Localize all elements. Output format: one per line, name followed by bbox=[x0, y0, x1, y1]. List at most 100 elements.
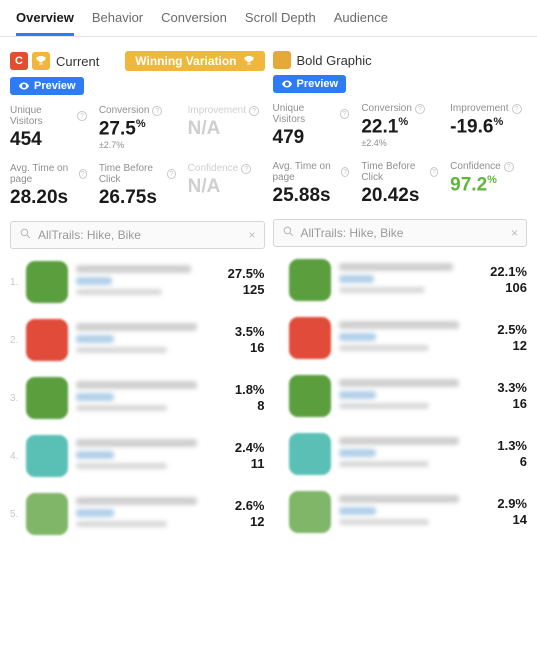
metric-1: Conversion ?22.1%±2.4% bbox=[361, 103, 438, 149]
metric-label: Improvement ? bbox=[450, 103, 527, 114]
app-stats: 2.6%12 bbox=[235, 498, 265, 529]
app-count: 11 bbox=[235, 456, 265, 472]
metric-label: Confidence ? bbox=[450, 161, 527, 172]
variation-name: Bold Graphic bbox=[297, 53, 372, 68]
metric-label: Conversion ? bbox=[361, 103, 438, 114]
tab-conversion[interactable]: Conversion bbox=[161, 10, 227, 36]
metric-value: 479 bbox=[273, 127, 350, 149]
panel-header: Bold Graphic bbox=[273, 51, 528, 69]
app-row[interactable]: 2. 3.5%16 bbox=[10, 315, 265, 365]
app-meta bbox=[76, 497, 227, 531]
app-row[interactable]: 5.2.6%12 bbox=[10, 489, 265, 539]
tab-behavior[interactable]: Behavior bbox=[92, 10, 143, 36]
row-number: 2. bbox=[10, 335, 18, 346]
search-text: AllTrails: Hike, Bike bbox=[301, 226, 404, 240]
row-number: 1. bbox=[10, 277, 18, 288]
app-stats: 27.5%125 bbox=[228, 266, 265, 297]
app-count: 6 bbox=[497, 454, 527, 470]
app-meta bbox=[76, 323, 227, 357]
app-icon bbox=[289, 491, 331, 533]
help-icon[interactable]: ? bbox=[79, 169, 87, 179]
tab-overview[interactable]: Overview bbox=[16, 10, 74, 36]
app-count: 106 bbox=[490, 280, 527, 296]
variation-panel-1: Bold Graphic Preview Unique Visitors ?479… bbox=[273, 51, 528, 539]
winning-label: Winning Variation bbox=[125, 51, 264, 71]
app-meta bbox=[76, 265, 220, 299]
search-input[interactable]: AllTrails: Hike, Bike × bbox=[273, 219, 528, 247]
app-row[interactable]: 2.5%12 bbox=[273, 313, 528, 363]
app-stats: 2.4%11 bbox=[235, 440, 265, 471]
metrics-bottom: Avg. Time on page ?25.88sTime Before Cli… bbox=[273, 161, 528, 207]
app-row[interactable]: 3. 1.8%8 bbox=[10, 373, 265, 423]
metric-value: 27.5% bbox=[99, 118, 176, 140]
app-row[interactable]: 3.3%16 bbox=[273, 371, 528, 421]
app-meta bbox=[339, 379, 490, 413]
metric-1: Time Before Click ?20.42s bbox=[361, 161, 438, 207]
help-icon[interactable]: ? bbox=[341, 167, 349, 177]
metric-label: Unique Visitors ? bbox=[273, 103, 350, 125]
help-icon[interactable]: ? bbox=[415, 104, 425, 114]
app-stats: 1.8%8 bbox=[235, 382, 265, 413]
app-meta bbox=[339, 437, 490, 471]
app-stats: 2.5%12 bbox=[497, 322, 527, 353]
app-pct: 1.8% bbox=[235, 382, 265, 398]
app-stats: 22.1%106 bbox=[490, 264, 527, 295]
app-icon bbox=[26, 319, 68, 361]
row-number: 3. bbox=[10, 393, 18, 404]
help-icon[interactable]: ? bbox=[340, 109, 350, 119]
metric-2: Confidence ?N/A bbox=[188, 163, 265, 209]
panels-container: CCurrentWinning Variation Preview Unique … bbox=[0, 37, 537, 549]
app-icon bbox=[26, 435, 68, 477]
variation-badge bbox=[273, 51, 291, 69]
metric-sub: ±2.7% bbox=[99, 140, 176, 150]
help-icon[interactable]: ? bbox=[430, 167, 439, 177]
app-icon bbox=[289, 259, 331, 301]
metric-value: 454 bbox=[10, 129, 87, 151]
help-icon[interactable]: ? bbox=[241, 164, 251, 174]
app-row[interactable]: 2.9%14 bbox=[273, 487, 528, 537]
help-icon[interactable]: ? bbox=[152, 106, 162, 116]
help-icon[interactable]: ? bbox=[77, 111, 87, 121]
tab-audience[interactable]: Audience bbox=[334, 10, 388, 36]
app-pct: 2.9% bbox=[497, 496, 527, 512]
app-pct: 2.5% bbox=[497, 322, 527, 338]
variation-panel-0: CCurrentWinning Variation PreviewUnique … bbox=[10, 51, 265, 539]
app-pct: 3.5% bbox=[235, 324, 265, 340]
app-row[interactable]: 1.3%6 bbox=[273, 429, 528, 479]
app-icon bbox=[26, 377, 68, 419]
search-input[interactable]: AllTrails: Hike, Bike × bbox=[10, 221, 265, 249]
clear-icon[interactable]: × bbox=[511, 226, 518, 240]
search-text: AllTrails: Hike, Bike bbox=[38, 228, 141, 242]
tabs-bar: Overview Behavior Conversion Scroll Depth Au… bbox=[0, 0, 537, 37]
app-count: 12 bbox=[235, 514, 265, 530]
metrics-top: Unique Visitors ?479 Conversion ?22.1%±2.… bbox=[273, 103, 528, 149]
help-icon[interactable]: ? bbox=[512, 104, 522, 114]
app-count: 16 bbox=[497, 396, 527, 412]
search-icon bbox=[282, 225, 295, 241]
preview-button[interactable]: Preview bbox=[273, 75, 347, 93]
app-row[interactable]: 4.2.4%11 bbox=[10, 431, 265, 481]
app-count: 8 bbox=[235, 398, 265, 414]
app-list: 22.1%106 2.5%12 3.3%16 1.3%6 2.9%14 bbox=[273, 255, 528, 537]
metric-2: Improvement ?N/A bbox=[188, 105, 265, 151]
panel-header: CCurrentWinning Variation bbox=[10, 51, 265, 71]
app-pct: 3.3% bbox=[497, 380, 527, 396]
help-icon[interactable]: ? bbox=[249, 106, 259, 116]
app-icon bbox=[289, 317, 331, 359]
metric-value: 20.42s bbox=[361, 185, 438, 207]
app-icon bbox=[289, 433, 331, 475]
metric-2: Improvement ?-19.6% bbox=[450, 103, 527, 149]
tab-scroll-depth[interactable]: Scroll Depth bbox=[245, 10, 316, 36]
app-meta bbox=[76, 439, 227, 473]
app-stats: 3.3%16 bbox=[497, 380, 527, 411]
app-row[interactable]: 22.1%106 bbox=[273, 255, 528, 305]
help-icon[interactable]: ? bbox=[504, 162, 514, 172]
preview-button[interactable]: Preview bbox=[10, 77, 84, 95]
app-stats: 3.5%16 bbox=[235, 324, 265, 355]
metric-label: Confidence ? bbox=[188, 163, 265, 174]
app-row[interactable]: 1. 27.5%125 bbox=[10, 257, 265, 307]
help-icon[interactable]: ? bbox=[167, 169, 176, 179]
metric-2: Confidence ?97.2% bbox=[450, 161, 527, 207]
clear-icon[interactable]: × bbox=[248, 228, 255, 242]
metric-value: N/A bbox=[188, 118, 265, 140]
